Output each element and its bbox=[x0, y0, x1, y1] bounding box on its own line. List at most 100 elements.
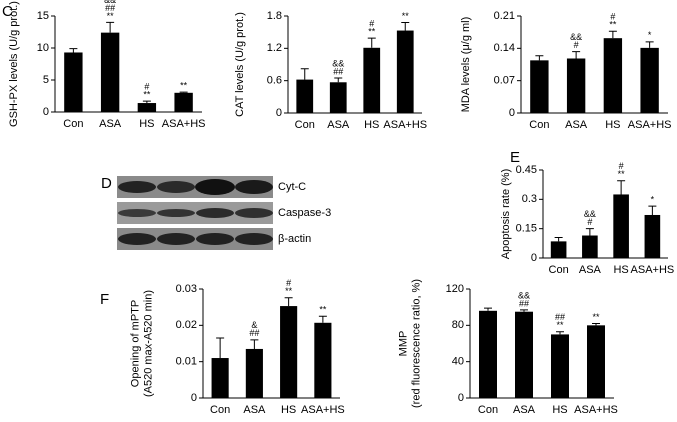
y-tick-label: 5 bbox=[43, 74, 49, 86]
y-axis-label: MDA levels (μ/g ml) bbox=[460, 17, 472, 113]
y-tick-label: 0.03 bbox=[176, 283, 197, 295]
y-axis-label: (A520 max-A520 min) bbox=[142, 290, 154, 397]
x-tick-label: HS bbox=[613, 264, 628, 276]
error-bar bbox=[250, 339, 259, 349]
significance-mark: ## bbox=[105, 3, 115, 13]
significance-mark: ** bbox=[285, 286, 293, 296]
panel-label: D bbox=[101, 175, 112, 192]
blot-band bbox=[235, 208, 273, 218]
x-tick-label: Con bbox=[549, 264, 569, 276]
blot-band bbox=[118, 209, 156, 217]
y-tick-label: 0.14 bbox=[494, 42, 515, 54]
x-tick-label: Con bbox=[478, 404, 498, 416]
y-tick-label: 0 bbox=[191, 392, 197, 404]
x-tick-label: ASA+HS bbox=[162, 118, 206, 130]
y-tick-label: 0.07 bbox=[494, 75, 515, 87]
error-bar bbox=[520, 309, 528, 312]
bar bbox=[211, 358, 229, 398]
y-tick-label: 120 bbox=[446, 283, 464, 295]
y-tick-label: 0.45 bbox=[516, 164, 537, 176]
x-tick-label: Con bbox=[210, 404, 230, 416]
x-tick-label: HS bbox=[605, 119, 620, 131]
error-bar bbox=[585, 228, 594, 236]
x-tick-label: ASA+HS bbox=[383, 119, 427, 131]
x-tick-label: ASA bbox=[579, 264, 602, 276]
blot-label: β-actin bbox=[278, 233, 311, 245]
y-axis-label: (red fluorescence ratio, %) bbox=[410, 279, 422, 408]
bar bbox=[280, 306, 298, 398]
bar bbox=[314, 322, 332, 398]
bar bbox=[245, 348, 263, 398]
significance-mark: ** bbox=[556, 320, 564, 330]
y-tick-label: 0 bbox=[531, 252, 537, 264]
significance-mark: && bbox=[584, 209, 596, 219]
y-tick-label: 0.21 bbox=[494, 10, 515, 22]
error-bar bbox=[556, 331, 564, 335]
y-tick-label: 0 bbox=[509, 107, 515, 119]
y-axis-label: GSH-PX levels (U/g prot.) bbox=[8, 1, 20, 127]
x-tick-label: HS bbox=[364, 119, 379, 131]
significance-mark: # bbox=[286, 278, 291, 288]
significance-mark: ** bbox=[143, 89, 151, 99]
significance-mark: # bbox=[619, 161, 624, 171]
error-bar bbox=[572, 51, 581, 59]
error-bar bbox=[554, 236, 563, 242]
y-axis-label: Opening of mPTP bbox=[129, 300, 141, 387]
significance-mark: # bbox=[144, 81, 149, 91]
significance-mark: ** bbox=[107, 11, 115, 21]
error-bar bbox=[69, 48, 78, 53]
significance-mark: && bbox=[104, 0, 116, 5]
panel-label: F bbox=[100, 291, 109, 308]
bar bbox=[644, 214, 661, 258]
y-tick-label: 0 bbox=[458, 392, 464, 404]
x-tick-label: ASA bbox=[513, 404, 536, 416]
blot-band bbox=[157, 233, 195, 245]
y-axis-label: MMP bbox=[397, 331, 409, 357]
bar bbox=[551, 334, 569, 398]
significance-mark: # bbox=[587, 217, 592, 227]
error-bar bbox=[617, 180, 626, 195]
significance-mark: ** bbox=[618, 169, 626, 179]
x-tick-label: ASA+HS bbox=[628, 119, 672, 131]
y-tick-label: 0.6 bbox=[267, 75, 282, 87]
blot-label: Caspase-3 bbox=[278, 207, 331, 219]
significance-mark: && bbox=[332, 58, 344, 68]
x-tick-label: Con bbox=[529, 119, 549, 131]
bar bbox=[137, 103, 157, 112]
significance-mark: * bbox=[648, 30, 652, 40]
bar bbox=[566, 58, 586, 113]
significance-mark: ** bbox=[402, 11, 410, 21]
error-bar bbox=[367, 37, 376, 48]
bar bbox=[515, 311, 533, 398]
significance-mark: # bbox=[369, 18, 374, 28]
error-bar bbox=[645, 41, 654, 48]
error-bar bbox=[318, 315, 327, 323]
x-tick-label: ASA bbox=[99, 118, 122, 130]
significance-mark: && bbox=[518, 290, 530, 300]
error-bar bbox=[300, 68, 309, 80]
bar bbox=[296, 79, 314, 113]
error-bar bbox=[592, 323, 600, 326]
error-bar bbox=[648, 205, 657, 215]
bar bbox=[587, 325, 605, 398]
y-axis-label: Apoptosis rate (%) bbox=[500, 169, 512, 259]
significance-mark: ** bbox=[592, 312, 600, 322]
significance-mark: & bbox=[251, 320, 257, 330]
bar bbox=[174, 92, 193, 112]
bar bbox=[550, 241, 567, 258]
bar bbox=[613, 194, 629, 258]
bar bbox=[479, 310, 497, 398]
y-tick-label: 0.01 bbox=[176, 356, 197, 368]
blot-band bbox=[196, 208, 234, 218]
error-bar bbox=[334, 77, 343, 83]
bar bbox=[100, 32, 120, 112]
x-tick-label: ASA+HS bbox=[301, 404, 345, 416]
x-tick-label: Con bbox=[295, 119, 315, 131]
y-tick-label: 80 bbox=[452, 319, 464, 331]
significance-mark: ** bbox=[368, 26, 376, 36]
x-tick-label: HS bbox=[139, 118, 154, 130]
bar bbox=[640, 47, 659, 113]
bar bbox=[363, 47, 381, 113]
panel-label: E bbox=[510, 149, 520, 166]
